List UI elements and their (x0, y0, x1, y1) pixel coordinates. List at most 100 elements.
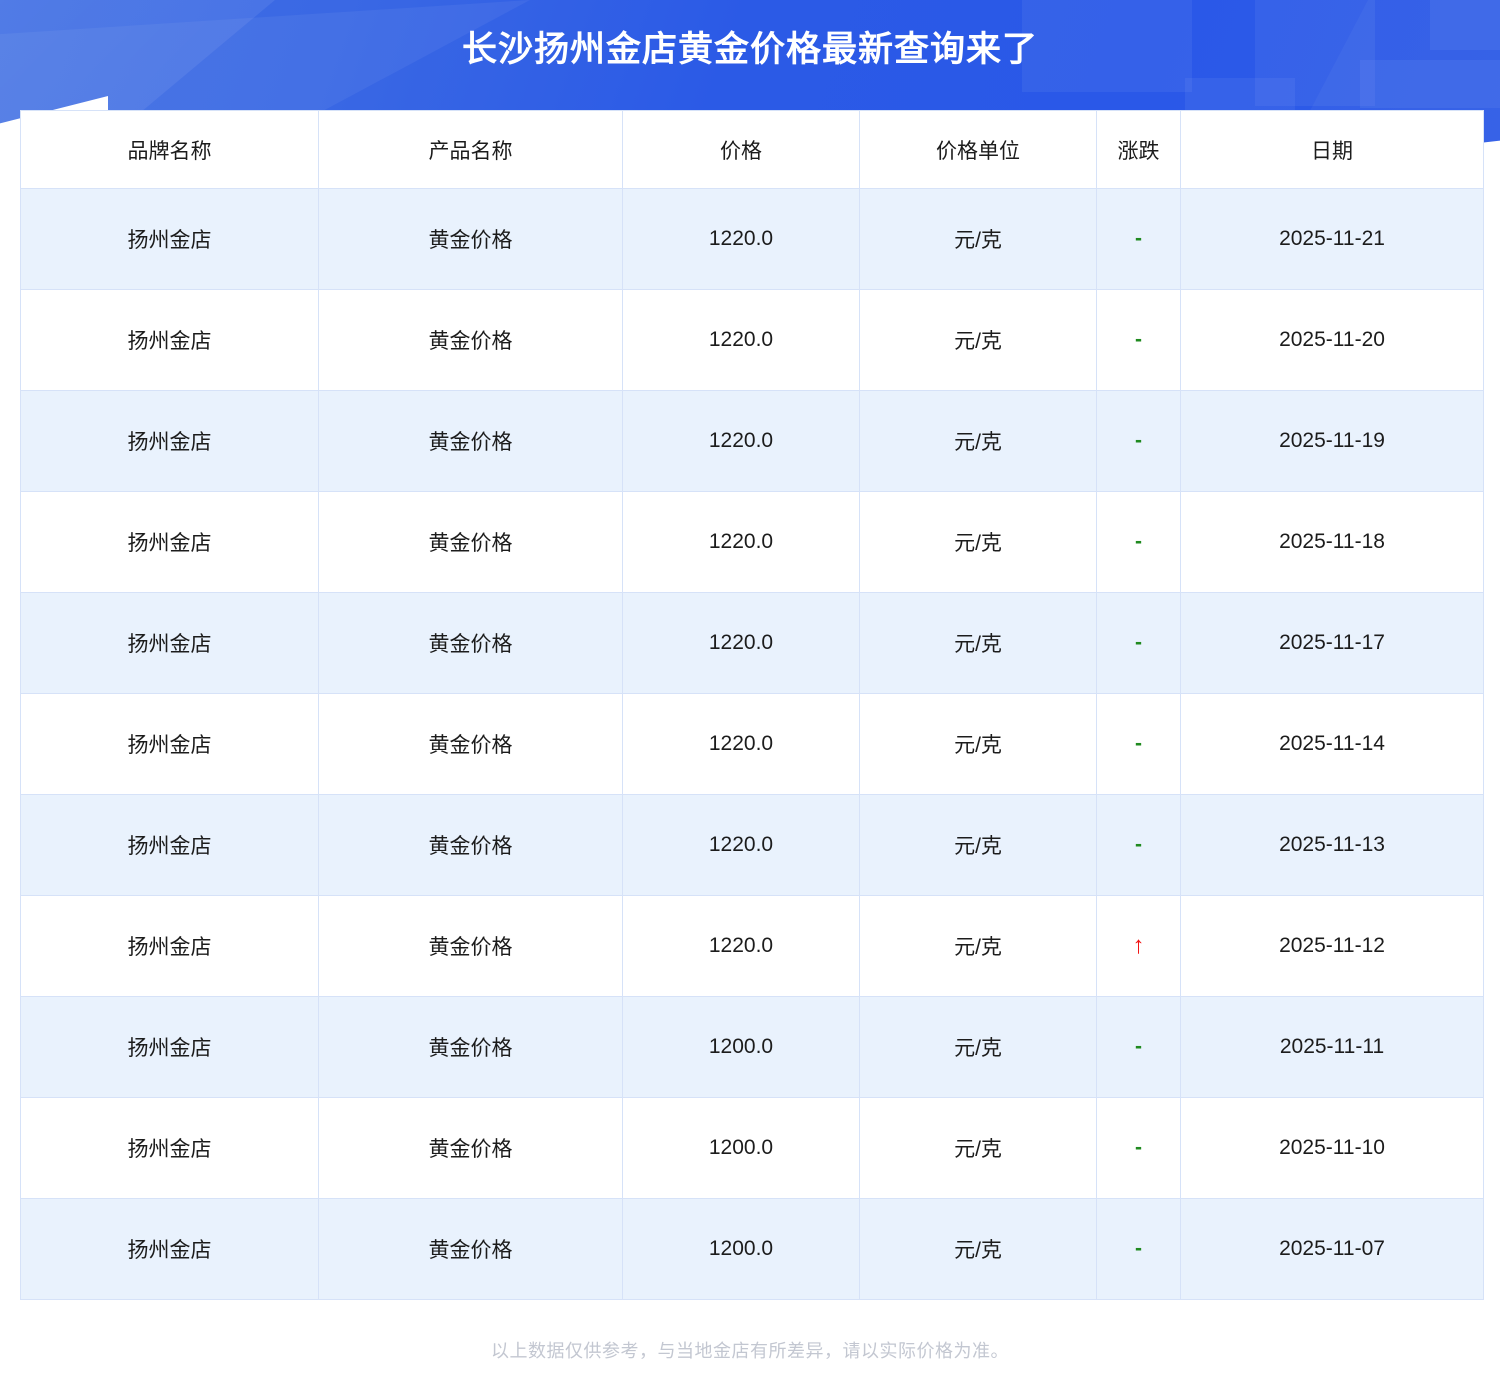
table-header: 品牌名称 产品名称 价格 价格单位 涨跌 日期 (20, 110, 1484, 189)
table-row: 扬州金店 黄金价格 1220.0 元/克 - 2025-11-13 (20, 794, 1484, 896)
cell-brand: 扬州金店 (20, 188, 319, 290)
cell-product: 黄金价格 (318, 188, 623, 290)
cell-price: 1200.0 (622, 996, 860, 1098)
cell-change: - (1096, 1097, 1181, 1199)
column-header-price: 价格 (622, 110, 860, 189)
table-row: 扬州金店 黄金价格 1220.0 元/克 - 2025-11-14 (20, 693, 1484, 795)
cell-product: 黄金价格 (318, 895, 623, 997)
cell-change: - (1096, 491, 1181, 593)
cell-product: 黄金价格 (318, 996, 623, 1098)
cell-brand: 扬州金店 (20, 592, 319, 694)
column-header-change: 涨跌 (1096, 110, 1181, 189)
cell-unit: 元/克 (859, 693, 1097, 795)
cell-change: - (1096, 996, 1181, 1098)
column-header-brand: 品牌名称 (20, 110, 319, 189)
cell-date: 2025-11-21 (1180, 188, 1484, 290)
cell-product: 黄金价格 (318, 491, 623, 593)
cell-price: 1200.0 (622, 1198, 860, 1300)
cell-price: 1220.0 (622, 491, 860, 593)
disclaimer-note: 以上数据仅供参考，与当地金店有所差异，请以实际价格为准。 (491, 1341, 1009, 1361)
cell-date: 2025-11-17 (1180, 592, 1484, 694)
cell-brand: 扬州金店 (20, 289, 319, 391)
cell-brand: 扬州金店 (20, 794, 319, 896)
page-header-banner: 长沙扬州金店黄金价格最新查询来了 (0, 0, 1500, 168)
cell-date: 2025-11-10 (1180, 1097, 1484, 1199)
cell-brand: 扬州金店 (20, 390, 319, 492)
cell-unit: 元/克 (859, 794, 1097, 896)
column-header-date: 日期 (1180, 110, 1484, 189)
cell-product: 黄金价格 (318, 1097, 623, 1199)
change-indicator-flat-icon: - (1135, 1136, 1142, 1159)
cell-unit: 元/克 (859, 592, 1097, 694)
cell-change: - (1096, 1198, 1181, 1300)
cell-date: 2025-11-07 (1180, 1198, 1484, 1300)
banner-decor-block-4 (1360, 60, 1500, 108)
banner-decor-block-5 (1430, 0, 1500, 50)
cell-unit: 元/克 (859, 289, 1097, 391)
cell-date: 2025-11-11 (1180, 996, 1484, 1098)
cell-price: 1220.0 (622, 188, 860, 290)
change-indicator-flat-icon: - (1135, 833, 1142, 856)
cell-change: - (1096, 289, 1181, 391)
cell-change: - (1096, 592, 1181, 694)
table-row: 扬州金店 黄金价格 1200.0 元/克 - 2025-11-11 (20, 996, 1484, 1098)
cell-price: 1220.0 (622, 895, 860, 997)
change-indicator-flat-icon: - (1135, 732, 1142, 755)
change-indicator-flat-icon: - (1135, 631, 1142, 654)
cell-unit: 元/克 (859, 491, 1097, 593)
change-indicator-flat-icon: - (1135, 1237, 1142, 1260)
cell-product: 黄金价格 (318, 289, 623, 391)
cell-brand: 扬州金店 (20, 895, 319, 997)
change-indicator-flat-icon: - (1135, 227, 1142, 250)
gold-price-table: 品牌名称 产品名称 价格 价格单位 涨跌 日期 扬州金店 黄金价格 1220.0 元/… (20, 110, 1484, 1300)
change-indicator-flat-icon: - (1135, 530, 1142, 553)
column-header-product: 产品名称 (318, 110, 623, 189)
cell-change: - (1096, 693, 1181, 795)
cell-date: 2025-11-20 (1180, 289, 1484, 391)
cell-unit: 元/克 (859, 1198, 1097, 1300)
cell-unit: 元/克 (859, 996, 1097, 1098)
table-row: 扬州金店 黄金价格 1200.0 元/克 - 2025-11-10 (20, 1097, 1484, 1199)
cell-price: 1220.0 (622, 592, 860, 694)
table-row: 扬州金店 黄金价格 1220.0 元/克 - 2025-11-20 (20, 289, 1484, 391)
cell-product: 黄金价格 (318, 390, 623, 492)
cell-product: 黄金价格 (318, 794, 623, 896)
cell-price: 1220.0 (622, 289, 860, 391)
cell-change: - (1096, 794, 1181, 896)
cell-unit: 元/克 (859, 895, 1097, 997)
cell-product: 黄金价格 (318, 693, 623, 795)
change-indicator-flat-icon: - (1135, 328, 1142, 351)
table-row: 扬州金店 黄金价格 1220.0 元/克 ↑ 2025-11-12 (20, 895, 1484, 997)
cell-brand: 扬州金店 (20, 491, 319, 593)
cell-brand: 扬州金店 (20, 996, 319, 1098)
change-indicator-flat-icon: - (1135, 1035, 1142, 1058)
table-row: 扬州金店 黄金价格 1220.0 元/克 - 2025-11-17 (20, 592, 1484, 694)
table-row: 扬州金店 黄金价格 1220.0 元/克 - 2025-11-21 (20, 188, 1484, 290)
column-header-unit: 价格单位 (859, 110, 1097, 189)
cell-date: 2025-11-19 (1180, 390, 1484, 492)
table-row: 扬州金店 黄金价格 1220.0 元/克 - 2025-11-19 (20, 390, 1484, 492)
cell-price: 1220.0 (622, 794, 860, 896)
cell-date: 2025-11-12 (1180, 895, 1484, 997)
cell-date: 2025-11-18 (1180, 491, 1484, 593)
cell-price: 1220.0 (622, 693, 860, 795)
cell-date: 2025-11-14 (1180, 693, 1484, 795)
cell-date: 2025-11-13 (1180, 794, 1484, 896)
table-row: 扬州金店 黄金价格 1220.0 元/克 - 2025-11-18 (20, 491, 1484, 593)
cell-brand: 扬州金店 (20, 693, 319, 795)
page-title: 长沙扬州金店黄金价格最新查询来了 (461, 30, 1038, 69)
banner-decor-block-1 (1022, 0, 1192, 92)
gold-price-table-container: 品牌名称 产品名称 价格 价格单位 涨跌 日期 扬州金店 黄金价格 1220.0 元/… (20, 110, 1484, 1300)
cell-unit: 元/克 (859, 1097, 1097, 1199)
table-body: 扬州金店 黄金价格 1220.0 元/克 -2025-11-21 扬州金店 黄金价格 1220… (20, 188, 1484, 1300)
table-row: 扬州金店 黄金价格 1200.0 元/克 - 2025-11-07 (20, 1198, 1484, 1300)
cell-change: - (1096, 188, 1181, 290)
cell-product: 黄金价格 (318, 592, 623, 694)
cell-price: 1200.0 (622, 1097, 860, 1199)
cell-unit: 元/克 (859, 188, 1097, 290)
cell-change: - (1096, 390, 1181, 492)
cell-brand: 扬州金店 (20, 1097, 319, 1199)
change-indicator-flat-icon: - (1135, 429, 1142, 452)
cell-product: 黄金价格 (318, 1198, 623, 1300)
cell-price: 1220.0 (622, 390, 860, 492)
